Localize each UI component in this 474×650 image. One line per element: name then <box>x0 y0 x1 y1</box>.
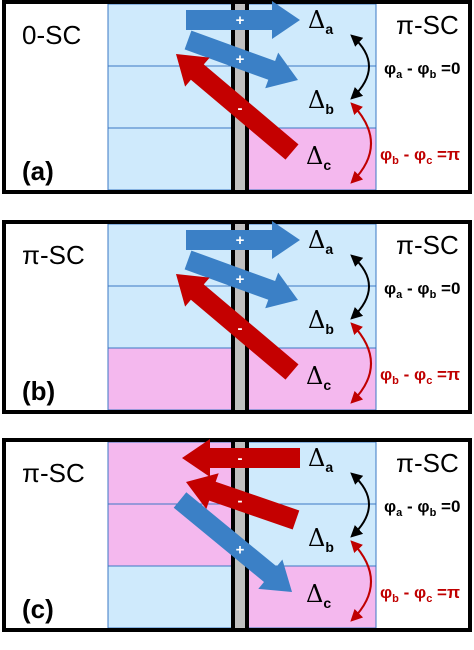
gap-label-b: Δb <box>308 306 334 337</box>
tunnel-arrow-a <box>186 1 300 39</box>
relation-bc: φb - φc =π <box>380 145 460 167</box>
tunnel-arrow-c <box>176 274 299 380</box>
tunnel-arrow-a-sign: + <box>236 12 245 29</box>
gap-label-b: Δb <box>308 524 334 555</box>
relation-ab-arrow <box>350 254 370 320</box>
gap-label-a: Δa <box>308 6 333 37</box>
relation-ab-arrow <box>350 34 370 100</box>
relation-bc-arrow <box>350 540 372 622</box>
tunnel-arrow-c <box>176 54 299 160</box>
gap-label-c: Δc <box>306 142 331 173</box>
left-band-c <box>107 565 234 629</box>
barrier <box>233 440 247 630</box>
tunnel-arrow-c-sign: + <box>236 541 245 558</box>
panel-frame <box>2 438 472 632</box>
tunnel-arrow-c-sign: - <box>238 100 243 117</box>
panel-b: π-SC π-SC (b) Δa Δb Δc φa - φb =0 φb - φc =π + + - <box>2 220 472 414</box>
left-sc-label: π-SC <box>22 458 85 488</box>
relation-bc: φb - φc =π <box>380 365 460 387</box>
tunnel-arrow-a-sign: + <box>236 232 245 249</box>
tunnel-arrow-a <box>186 221 300 259</box>
tunnel-arrow-a <box>182 439 300 477</box>
panel-label: (a) <box>22 156 54 186</box>
left-band-c <box>107 347 234 411</box>
panel-label: (c) <box>22 594 54 624</box>
gap-label-b: Δb <box>308 86 334 117</box>
tunnel-arrow-c-sign: - <box>238 320 243 337</box>
gap-label-a: Δa <box>308 226 333 257</box>
relation-bc: φb - φc =π <box>380 583 460 605</box>
tunnel-arrow-b-sign: + <box>236 271 245 288</box>
right-sc-label: π-SC <box>396 230 459 260</box>
gap-label-c: Δc <box>306 362 331 393</box>
relation-ab: φa - φb =0 <box>384 279 460 301</box>
panel-frame <box>2 220 472 414</box>
tunnel-arrow-b-sign: - <box>238 493 243 510</box>
relation-bc-arrow <box>350 102 372 184</box>
left-sc-label: π-SC <box>22 240 85 270</box>
panel-frame <box>2 0 472 194</box>
gap-label-a: Δa <box>308 444 333 475</box>
tunnel-arrow-b <box>186 473 300 530</box>
relation-ab: φa - φb =0 <box>384 497 460 519</box>
tunnel-arrow-b-sign: + <box>236 51 245 68</box>
left-band-c <box>107 127 234 191</box>
relation-ab-arrow <box>350 472 370 538</box>
right-sc-label: π-SC <box>396 10 459 40</box>
tunnel-arrow-b <box>184 30 298 89</box>
relation-ab: φa - φb =0 <box>384 59 460 81</box>
panel-a: 0-SC π-SC (a) Δa Δb Δc φa - φb =0 φb - φc =π + + - <box>2 0 472 194</box>
panel-label: (b) <box>22 376 55 406</box>
tunnel-arrow-b <box>184 250 298 309</box>
tunnel-arrow-c <box>173 492 292 592</box>
gap-label-c: Δc <box>306 580 331 611</box>
panel-c: π-SC π-SC (c) Δa Δb Δc φa - φb =0 φb - φc =π - - + <box>2 438 472 632</box>
relation-bc-arrow <box>350 322 372 404</box>
left-sc-label: 0-SC <box>22 20 81 50</box>
right-sc-label: π-SC <box>396 448 459 478</box>
tunnel-arrow-a-sign: - <box>238 450 243 467</box>
